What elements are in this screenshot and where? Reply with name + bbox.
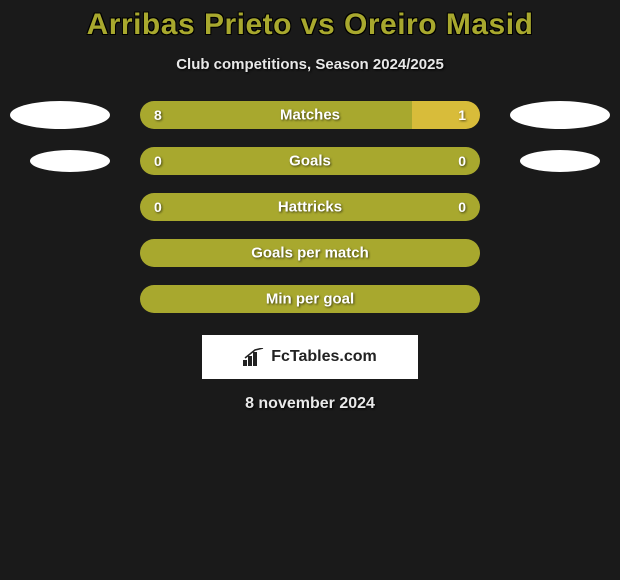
comparison-rows: 8 Matches 1 0 Goals 0 0 Hattricks [0,101,620,313]
stat-value-left: 0 [154,199,162,215]
player-right-marker [510,101,610,129]
stat-bar: 0 Goals 0 [140,147,480,175]
stat-bar: 8 Matches 1 [140,101,480,129]
player-left-marker [10,101,110,129]
stat-label: Goals [289,153,331,170]
stat-bar: Goals per match [140,239,480,267]
stat-value-right: 1 [458,107,466,123]
chart-icon [243,348,265,366]
stat-label: Hattricks [278,199,342,216]
infographic-container: Arribas Prieto vs Oreiro Masid Club comp… [0,0,620,580]
bar-right-segment [412,101,480,129]
source-badge: FcTables.com [202,335,418,379]
bar-left-segment [140,101,412,129]
date-label: 8 november 2024 [245,395,375,413]
stat-label: Matches [280,107,340,124]
stat-row-matches: 8 Matches 1 [0,101,620,129]
player-right-marker [520,150,600,172]
stat-row-goals: 0 Goals 0 [0,147,620,175]
stat-row-min-per-goal: Min per goal [0,285,620,313]
stat-value-left: 0 [154,153,162,169]
stat-row-goals-per-match: Goals per match [0,239,620,267]
stat-value-right: 0 [458,199,466,215]
stat-value-right: 0 [458,153,466,169]
stat-label: Min per goal [266,291,354,308]
stat-bar: 0 Hattricks 0 [140,193,480,221]
subtitle: Club competitions, Season 2024/2025 [176,56,444,73]
player-left-marker [30,150,110,172]
stat-label: Goals per match [251,245,369,262]
source-badge-text: FcTables.com [271,348,377,366]
stat-row-hattricks: 0 Hattricks 0 [0,193,620,221]
stat-bar: Min per goal [140,285,480,313]
page-title: Arribas Prieto vs Oreiro Masid [87,8,534,42]
stat-value-left: 8 [154,107,162,123]
